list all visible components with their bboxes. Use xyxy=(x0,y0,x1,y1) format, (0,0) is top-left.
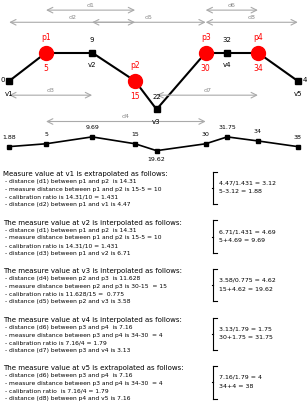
Text: - measure distance between p3 and p4 is 34-30  = 4: - measure distance between p3 and p4 is … xyxy=(5,333,162,337)
Text: 5+4.69 = 9.69: 5+4.69 = 9.69 xyxy=(219,238,265,243)
Text: 1.88: 1.88 xyxy=(2,135,16,140)
Text: d2: d2 xyxy=(68,15,76,20)
Text: - measure distance between p2 and p3 is 30-15  = 15: - measure distance between p2 and p3 is … xyxy=(5,284,167,289)
Text: The measure value at v3 is interpolated as follows:: The measure value at v3 is interpolated … xyxy=(3,268,182,274)
Text: 15: 15 xyxy=(130,92,140,101)
Text: 30: 30 xyxy=(202,132,210,137)
Text: 3.13/1.79 = 1.75: 3.13/1.79 = 1.75 xyxy=(219,326,272,331)
Text: 3.58/0.775 = 4.62: 3.58/0.775 = 4.62 xyxy=(219,278,276,283)
Text: 22: 22 xyxy=(152,94,161,100)
Text: v1: v1 xyxy=(5,91,14,97)
Text: 0: 0 xyxy=(0,77,5,83)
Text: - measure distance between p1 and p2 is 15-5 = 10: - measure distance between p1 and p2 is … xyxy=(5,235,161,240)
Text: 9.69: 9.69 xyxy=(85,126,99,130)
Text: v2: v2 xyxy=(88,62,96,68)
Text: - calibration ratio is 14.31/10 = 1.431: - calibration ratio is 14.31/10 = 1.431 xyxy=(5,243,118,248)
Text: 38: 38 xyxy=(294,135,302,140)
Text: 15: 15 xyxy=(131,132,139,137)
Text: d8: d8 xyxy=(248,15,256,20)
Text: - distance (d1) between p1 and p2  is 14.31: - distance (d1) between p1 and p2 is 14.… xyxy=(5,179,136,184)
Text: - calibration ratio is 14.31/10 = 1.431: - calibration ratio is 14.31/10 = 1.431 xyxy=(5,194,118,199)
Text: - distance (d2) between p1 and v1 is 4.47: - distance (d2) between p1 and v1 is 4.4… xyxy=(5,202,130,207)
Text: 6.71/1.431 = 4.69: 6.71/1.431 = 4.69 xyxy=(219,229,276,234)
Text: 7.16/1.79 = 4: 7.16/1.79 = 4 xyxy=(219,375,262,380)
Text: Measure value at v1 is extrapolated as follows:: Measure value at v1 is extrapolated as f… xyxy=(3,171,168,177)
Text: d7: d7 xyxy=(203,88,211,93)
Text: 5: 5 xyxy=(44,132,48,137)
Text: 34: 34 xyxy=(253,64,263,72)
Text: - calibration ratio is 11.628/15 =  0.775: - calibration ratio is 11.628/15 = 0.775 xyxy=(5,292,124,296)
Text: p4: p4 xyxy=(253,33,263,42)
Text: - distance (d4) between p2 and p3  is 11.628: - distance (d4) between p2 and p3 is 11.… xyxy=(5,276,140,281)
Text: 19.62: 19.62 xyxy=(148,157,165,162)
Text: 30: 30 xyxy=(201,64,211,72)
Text: v4: v4 xyxy=(223,62,231,68)
Text: The measure value at v5 is extrapolated as follows:: The measure value at v5 is extrapolated … xyxy=(3,365,184,371)
Text: - distance (d8) between p4 and v5 is 7.16: - distance (d8) between p4 and v5 is 7.1… xyxy=(5,396,130,401)
Text: v3: v3 xyxy=(152,119,161,125)
Text: d3: d3 xyxy=(47,88,55,93)
Text: - measure distance between p1 and p2 is 15-5 = 10: - measure distance between p1 and p2 is … xyxy=(5,187,161,192)
Text: p3: p3 xyxy=(201,33,211,42)
Text: - distance (d7) between p3 and v4 is 3.13: - distance (d7) between p3 and v4 is 3.1… xyxy=(5,348,130,353)
Text: - calibration ratio is 7.16/4 = 1.79: - calibration ratio is 7.16/4 = 1.79 xyxy=(5,340,106,345)
Text: v5: v5 xyxy=(293,91,302,97)
Text: d5: d5 xyxy=(145,15,153,20)
Text: - measure distance between p3 and p4 is 34-30  = 4: - measure distance between p3 and p4 is … xyxy=(5,381,162,386)
Text: - distance (d6) between p3 and p4  is 7.16: - distance (d6) between p3 and p4 is 7.1… xyxy=(5,325,132,330)
Text: - distance (d6) between p3 and p4  is 7.16: - distance (d6) between p3 and p4 is 7.1… xyxy=(5,373,132,378)
Text: 4.47/1.431 = 3.12: 4.47/1.431 = 3.12 xyxy=(219,181,276,185)
Text: - calibration ratio  is 7.16/4 = 1.79: - calibration ratio is 7.16/4 = 1.79 xyxy=(5,389,108,394)
Text: - distance (d5) between p2 and v3 is 3.58: - distance (d5) between p2 and v3 is 3.5… xyxy=(5,299,130,304)
Text: 32: 32 xyxy=(223,37,231,43)
Text: 34: 34 xyxy=(254,130,262,134)
Text: p1: p1 xyxy=(41,33,51,42)
Text: 5-3.12 = 1.88: 5-3.12 = 1.88 xyxy=(219,190,262,194)
Text: - distance (d3) between p1 and v2 is 6.71: - distance (d3) between p1 and v2 is 6.7… xyxy=(5,251,130,256)
Text: 40: 40 xyxy=(302,77,307,83)
Text: 15+4.62 = 19.62: 15+4.62 = 19.62 xyxy=(219,287,273,292)
Text: d1: d1 xyxy=(87,3,95,8)
Text: d4: d4 xyxy=(122,114,130,119)
Text: 5: 5 xyxy=(44,64,49,72)
Text: 9: 9 xyxy=(90,37,94,43)
Text: d6: d6 xyxy=(228,3,236,8)
Text: 34+4 = 38: 34+4 = 38 xyxy=(219,384,253,389)
Text: The measure value at v2 is interpolated as follows:: The measure value at v2 is interpolated … xyxy=(3,220,182,226)
Text: 30+1.75 = 31.75: 30+1.75 = 31.75 xyxy=(219,335,273,340)
Text: 31.75: 31.75 xyxy=(218,126,236,130)
Text: - distance (d1) between p1 and p2  is 14.31: - distance (d1) between p1 and p2 is 14.… xyxy=(5,228,136,232)
Text: The measure value at v4 is interpolated as follows:: The measure value at v4 is interpolated … xyxy=(3,317,182,323)
Text: p2: p2 xyxy=(130,61,140,70)
